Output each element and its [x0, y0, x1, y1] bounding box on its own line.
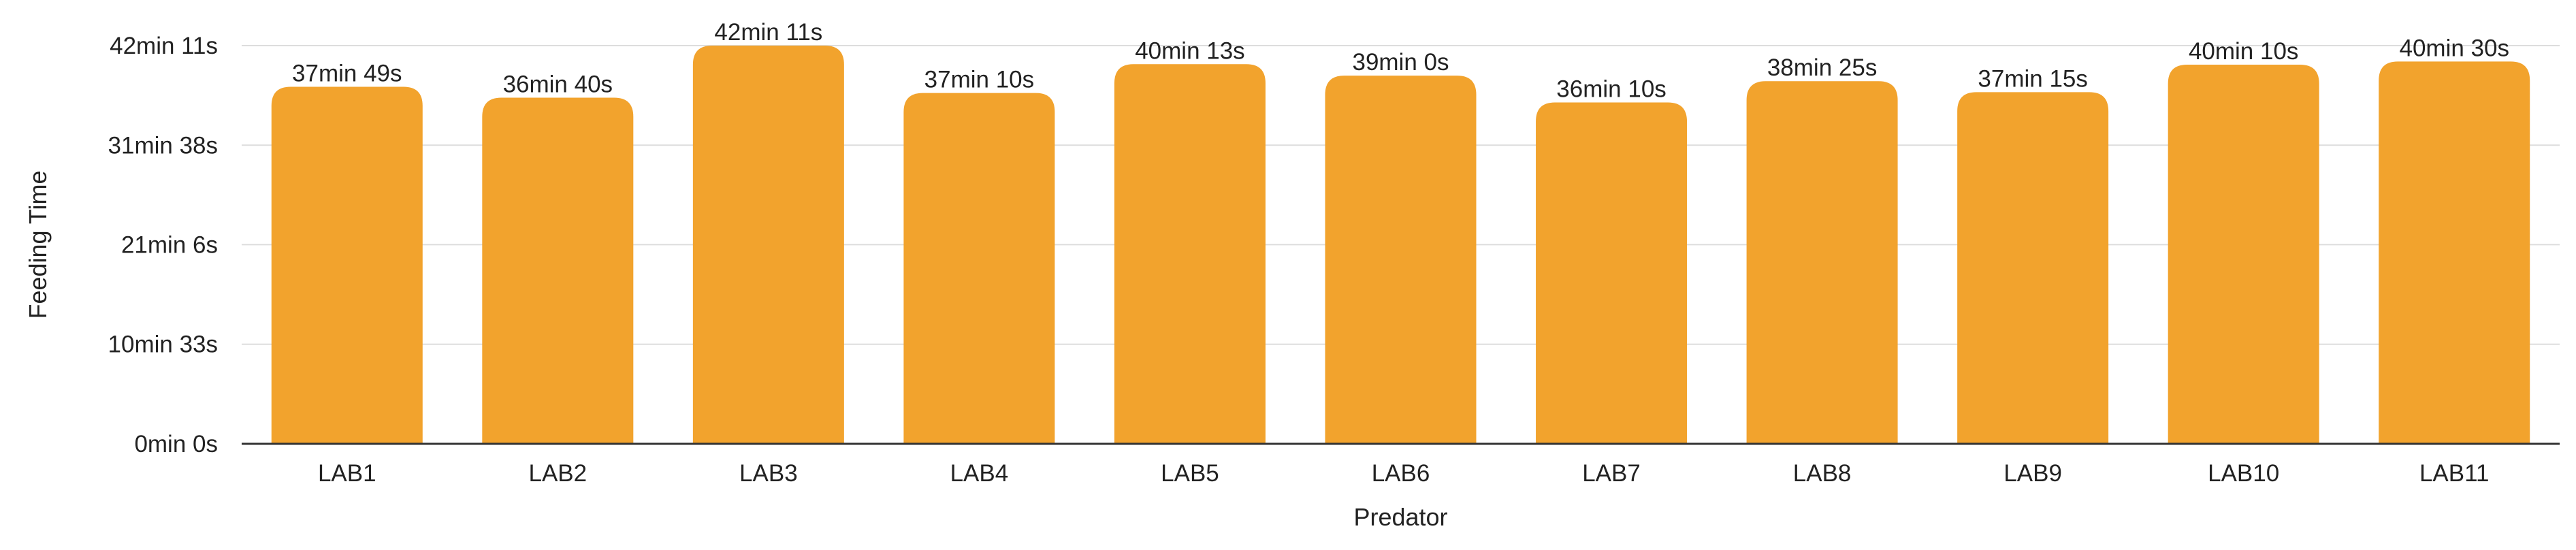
data-label: 39min 0s	[1352, 49, 1449, 76]
y-tick-label: 31min 38s	[108, 132, 218, 159]
data-label: 37min 10s	[924, 67, 1034, 93]
data-labels: 37min 49s 36min 40s 42min 11s 37min 10s 40mi…	[292, 19, 2509, 102]
x-tick-label: LAB7	[1582, 460, 1641, 487]
x-tick-label: LAB6	[1372, 460, 1430, 487]
bar-lab4	[903, 93, 1055, 444]
data-label: 36min 10s	[1556, 76, 1666, 102]
x-tick-label: LAB5	[1161, 460, 1219, 487]
y-tick-label: 0min 0s	[134, 431, 218, 457]
data-label: 40min 30s	[2399, 35, 2509, 61]
bar-lab8	[1746, 81, 1898, 444]
bar-lab3	[692, 46, 844, 444]
bar-lab11	[2379, 61, 2530, 444]
bar-lab6	[1325, 76, 1477, 444]
x-tick-label: LAB10	[2208, 460, 2279, 487]
y-axis-ticks: 0min 0s 10min 33s 21min 6s 31min 38s 42min 1…	[108, 33, 218, 457]
x-tick-label: LAB8	[1793, 460, 1852, 487]
bars	[271, 46, 2530, 444]
x-axis-ticks: LAB1 LAB2 LAB3 LAB4 LAB5 LAB6 LAB7 LAB8 LAB9 LAB1…	[318, 460, 2490, 487]
x-tick-label: LAB4	[950, 460, 1009, 487]
x-tick-label: LAB2	[529, 460, 587, 487]
data-label: 40min 10s	[2189, 38, 2298, 65]
y-tick-label: 42min 11s	[110, 33, 218, 59]
x-tick-label: LAB11	[2419, 460, 2490, 487]
bar-lab5	[1114, 64, 1266, 444]
x-tick-label: LAB3	[739, 460, 798, 487]
data-label: 37min 15s	[1978, 65, 2087, 92]
x-axis-title: Predator	[1353, 503, 1447, 531]
data-label: 36min 40s	[503, 71, 613, 98]
bar-lab1	[271, 86, 423, 444]
data-label: 38min 25s	[1767, 54, 1877, 81]
data-label: 40min 13s	[1135, 37, 1244, 64]
bar-lab2	[482, 97, 634, 444]
bar-lab7	[1536, 102, 1688, 444]
x-tick-label: LAB9	[2003, 460, 2062, 487]
y-tick-label: 10min 33s	[108, 331, 218, 358]
x-tick-label: LAB1	[318, 460, 376, 487]
data-label: 42min 11s	[714, 19, 822, 46]
y-axis-title: Feeding Time	[24, 170, 52, 319]
bar-lab9	[1957, 92, 2109, 444]
bar-lab10	[2168, 64, 2319, 444]
y-tick-label: 21min 6s	[121, 231, 218, 258]
data-label: 37min 49s	[292, 61, 402, 87]
